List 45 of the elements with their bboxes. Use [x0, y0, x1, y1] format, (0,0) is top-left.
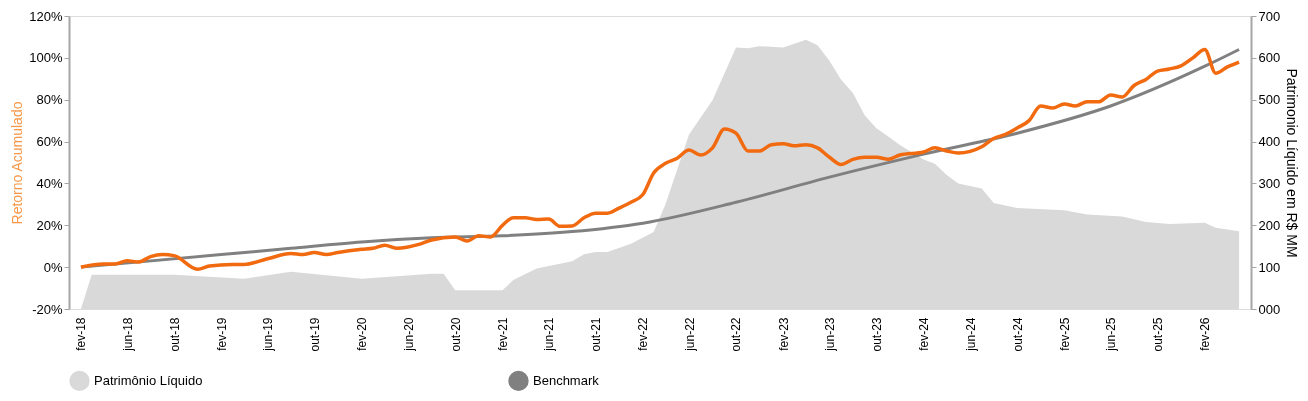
x-tick-label: jun-19 — [260, 317, 275, 352]
y2-tick-label: 600 — [1258, 50, 1281, 66]
y-tick-label: 100% — [29, 50, 63, 66]
y-tick-label: 40% — [36, 175, 63, 191]
y2-axis-title: Patrimonio Líquido em R$ MM — [1284, 68, 1301, 258]
y-tick-label: 80% — [36, 92, 63, 108]
x-tick-label: out-25 — [1151, 317, 1166, 352]
x-tick-label: out-19 — [307, 317, 322, 352]
legend-label: Patrimônio Líquido — [94, 372, 203, 388]
x-tick-label: jun-23 — [822, 317, 837, 352]
x-tick-label: out-18 — [167, 317, 182, 352]
y-tick-label: 60% — [36, 134, 63, 150]
y2-tick-label: 200 — [1258, 217, 1281, 233]
x-tick-label: jun-25 — [1104, 317, 1119, 352]
x-tick-label: out-23 — [869, 317, 884, 352]
y2-tick-label: 400 — [1258, 134, 1281, 150]
x-tick-label: out-22 — [729, 317, 744, 352]
legend-label: Benchmark — [533, 372, 600, 388]
x-tick-label: fev-24 — [917, 317, 932, 351]
y2-tick-label: 700 — [1258, 8, 1281, 24]
y-tick-label: -20% — [32, 301, 63, 317]
x-tick-label: out-21 — [589, 317, 604, 352]
y-axis-title: Retorno Acumulado — [9, 101, 26, 225]
x-tick-label: fev-20 — [355, 317, 370, 351]
x-tick-label: jun-18 — [120, 317, 135, 352]
x-tick-label: jun-24 — [963, 317, 978, 352]
y-tick-label: 0% — [43, 259, 63, 275]
x-tick-label: fev-23 — [776, 317, 791, 351]
x-tick-label: out-24 — [1010, 317, 1025, 352]
y-tick-label: 20% — [36, 217, 63, 233]
x-tick-label: fev-21 — [495, 317, 510, 351]
x-tick-label: fev-25 — [1057, 317, 1072, 351]
x-tick-label: fev-22 — [636, 317, 651, 351]
x-tick-label: jun-21 — [542, 317, 557, 352]
x-tick-label: out-20 — [448, 317, 463, 352]
x-tick-label: fev-18 — [74, 317, 89, 351]
y-tick-label: 120% — [29, 8, 63, 24]
x-tick-label: jun-20 — [401, 317, 416, 352]
y2-tick-label: 100 — [1258, 259, 1281, 275]
y2-tick-label: 500 — [1258, 92, 1281, 108]
y2-tick-label: 300 — [1258, 175, 1281, 191]
x-tick-label: jun-22 — [682, 317, 697, 352]
y2-tick-label: 000 — [1258, 301, 1281, 317]
x-tick-label: fev-19 — [214, 317, 229, 351]
x-tick-label: fev-26 — [1198, 317, 1213, 351]
